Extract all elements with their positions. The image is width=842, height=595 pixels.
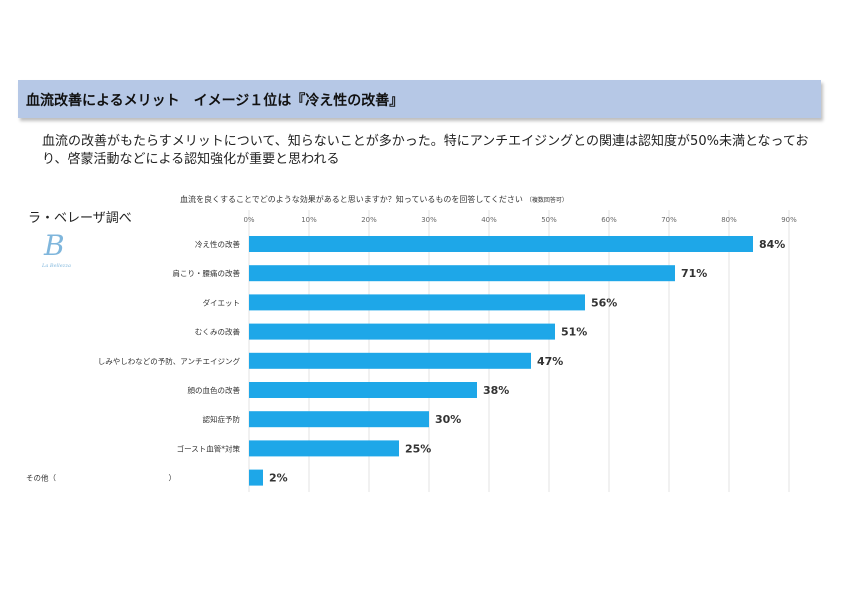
bar	[249, 352, 531, 369]
x-tick-label: 30%	[421, 216, 437, 224]
bar	[249, 440, 399, 457]
bar	[249, 469, 263, 486]
bar	[249, 323, 555, 340]
bar	[249, 382, 477, 398]
category-label: むくみの改善	[195, 327, 241, 337]
value-label: 30%	[435, 413, 461, 426]
source-label: ラ・ベレーザ調べ	[28, 211, 132, 226]
x-tick-label: 90%	[781, 216, 797, 224]
title-banner: 血流改善によるメリット イメージ１位は『冷え性の改善』	[18, 80, 821, 118]
value-label: 38%	[483, 384, 509, 397]
value-label: 71%	[681, 267, 707, 280]
value-label: 2%	[269, 472, 288, 485]
x-tick-label: 40%	[481, 216, 497, 224]
logo-letter: B	[43, 229, 65, 262]
x-tick-label: 20%	[361, 216, 377, 224]
value-label: 56%	[591, 296, 617, 309]
bar	[249, 236, 753, 252]
x-tick-label: 50%	[541, 216, 557, 224]
category-label: ダイエット	[203, 297, 240, 307]
page-title: 血流改善によるメリット イメージ１位は『冷え性の改善』	[26, 93, 404, 109]
chart-title: 血流を良くすることでどのような効果があると思いますか？知っているものを回答してく…	[180, 194, 568, 205]
category-label: その他（ ）	[26, 473, 176, 483]
x-tick-label: 10%	[301, 216, 317, 224]
x-tick-label: 0%	[243, 216, 254, 224]
category-label: しみやしわなどの予防、アンチエイジング	[98, 356, 241, 366]
value-label: 51%	[561, 326, 587, 339]
chart-title-note: （複数回答可）	[525, 197, 568, 204]
category-label: 肩こり・腰痛の改善	[173, 268, 241, 278]
category-label: 認知症予防	[203, 414, 241, 424]
value-label: 84%	[759, 238, 785, 251]
category-label: 顔の血色の改善	[188, 385, 241, 395]
logo-text: La Bellezza	[41, 263, 71, 269]
value-label: 47%	[537, 355, 563, 368]
summary-text: 血流の改善がもたらすメリットについて、知らないことが多かった。特にアンチエイジン…	[42, 134, 809, 167]
bar	[249, 411, 429, 428]
la-bellezza-logo: B La Bellezza	[41, 229, 71, 269]
bar	[249, 294, 585, 311]
x-tick-label: 70%	[661, 216, 677, 224]
category-label: 冷え性の改善	[195, 239, 240, 249]
bar	[249, 265, 675, 282]
x-tick-label: 80%	[721, 216, 737, 224]
x-tick-label: 60%	[601, 216, 617, 224]
value-label: 25%	[405, 442, 431, 455]
category-label: ゴースト血管*対策	[177, 443, 241, 453]
chart-title-text: 血流を良くすることでどのような効果があると思いますか？知っているものを回答してく…	[180, 195, 523, 204]
